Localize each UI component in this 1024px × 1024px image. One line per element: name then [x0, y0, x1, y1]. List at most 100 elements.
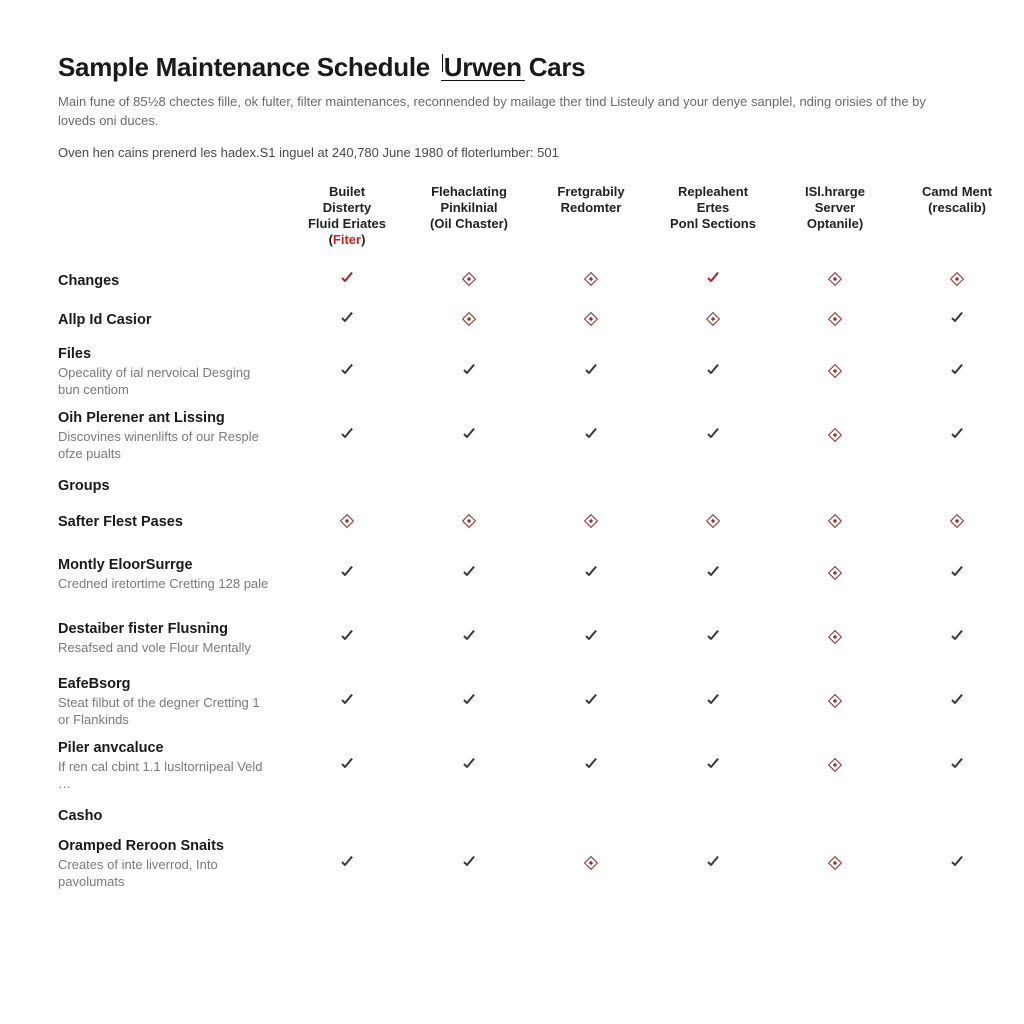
section-label: Casho [58, 808, 286, 824]
check-icon [339, 564, 355, 580]
check-icon [339, 692, 355, 708]
check-icon [461, 854, 477, 870]
check-icon [705, 628, 721, 644]
check-icon [461, 628, 477, 644]
mark-cell [652, 671, 774, 735]
row-label: Destaiber fister Flusning [58, 621, 286, 638]
table-row: EafeBsorg Steat filbut of the degner Cret… [58, 671, 1018, 735]
mark-cell [652, 469, 774, 503]
mark-cell [408, 735, 530, 799]
mark-cell [530, 543, 652, 607]
diamond-icon [830, 314, 841, 325]
mark-cell [530, 671, 652, 735]
row-label-cell: Files Opecality of ial nervoical Desging … [58, 341, 286, 405]
mark-cell [774, 341, 896, 405]
mark-cell [774, 469, 896, 503]
mark-cell [530, 607, 652, 671]
check-icon [705, 756, 721, 772]
check-icon [949, 854, 965, 870]
check-icon [949, 756, 965, 772]
diamond-icon [586, 314, 597, 325]
mark-cell [286, 341, 408, 405]
section-label: Changes [58, 273, 286, 289]
mark-cell [408, 405, 530, 469]
table-row: Allp Id Casior [58, 301, 1018, 341]
check-icon [461, 426, 477, 442]
section-label-cell: Changes [58, 261, 286, 301]
check-icon [949, 310, 965, 326]
mark-cell [896, 671, 1018, 735]
mark-cell [774, 799, 896, 833]
mark-cell [652, 799, 774, 833]
mark-cell [286, 261, 408, 301]
section-label: Groups [58, 478, 286, 494]
row-label-cell: Safter Flest Pases [58, 503, 286, 543]
page-title: Sample Maintenance Schedule Urwen Cars [58, 52, 966, 83]
check-icon [339, 362, 355, 378]
mark-cell [774, 261, 896, 301]
mark-cell [652, 301, 774, 341]
diamond-icon [830, 858, 841, 869]
mark-cell [896, 607, 1018, 671]
mark-cell [530, 799, 652, 833]
row-sublabel: Opecality of ial nervoical Desging bun c… [58, 365, 273, 399]
mark-cell [896, 543, 1018, 607]
check-icon [461, 692, 477, 708]
section-row: Changes [58, 261, 1018, 301]
mark-cell [408, 469, 530, 503]
check-icon [705, 270, 721, 286]
mark-cell [408, 261, 530, 301]
section-label-cell: Groups [58, 469, 286, 503]
mark-cell [530, 469, 652, 503]
row-label-cell: Destaiber fister FlusningResafsed and vo… [58, 607, 286, 671]
table-row: Safter Flest Pases [58, 503, 1018, 543]
row-sublabel: Steat filbut of the degner Cretting 1 or… [58, 695, 273, 729]
mark-cell [286, 543, 408, 607]
mark-cell [530, 735, 652, 799]
row-sublabel: If ren cal cbint 1.1 lusltornipeal Veld … [58, 759, 273, 793]
row-label: Files [58, 346, 286, 363]
row-label: EafeBsorg [58, 676, 286, 693]
mark-cell [408, 799, 530, 833]
mark-cell [774, 543, 896, 607]
table-body: Changes Allp Id Casior Files Opecality of i… [58, 261, 1018, 897]
check-icon [461, 362, 477, 378]
row-label-cell: Montly EloorSurrgeCredned iretortime Cre… [58, 543, 286, 607]
row-label-cell: Oramped Reroon SnaitsCreates of inte liv… [58, 833, 286, 897]
check-icon [583, 756, 599, 772]
mark-cell [774, 735, 896, 799]
mark-cell [774, 833, 896, 897]
row-label-cell: Allp Id Casior [58, 301, 286, 341]
mark-cell [896, 503, 1018, 543]
section-label-cell: Casho [58, 799, 286, 833]
check-icon [949, 426, 965, 442]
title-part-c: Cars [522, 52, 586, 82]
mark-cell [896, 735, 1018, 799]
mark-cell [652, 543, 774, 607]
page-subtitle: Main fune of 85½8 chectes fille, ok fult… [58, 93, 938, 131]
mark-cell [530, 261, 652, 301]
mark-cell [652, 405, 774, 469]
table-header: BuiletDistertyFluid Eriates(Fiter)Flehac… [58, 184, 1018, 261]
mark-cell [408, 503, 530, 543]
check-icon [583, 564, 599, 580]
check-icon [583, 362, 599, 378]
mark-cell [774, 607, 896, 671]
mark-cell [896, 799, 1018, 833]
column-header-3: RepleahentErtesPonl Sections [652, 184, 774, 261]
mark-cell [286, 607, 408, 671]
mark-cell [408, 543, 530, 607]
mark-cell [774, 301, 896, 341]
row-label-cell: Oih Plerener ant LissingDiscovines winen… [58, 405, 286, 469]
row-label-cell: Piler anvcaluce If ren cal cbint 1.1 lusl… [58, 735, 286, 799]
title-part-a: Sample Maintenance Schedule [58, 52, 430, 82]
row-label-cell: EafeBsorg Steat filbut of the degner Cret… [58, 671, 286, 735]
check-icon [583, 628, 599, 644]
mark-cell [408, 671, 530, 735]
row-label: Montly EloorSurrge [58, 557, 286, 574]
check-icon [583, 426, 599, 442]
diamond-icon [830, 568, 841, 579]
row-label: Piler anvcaluce [58, 740, 286, 757]
mark-cell [896, 301, 1018, 341]
check-icon [949, 628, 965, 644]
